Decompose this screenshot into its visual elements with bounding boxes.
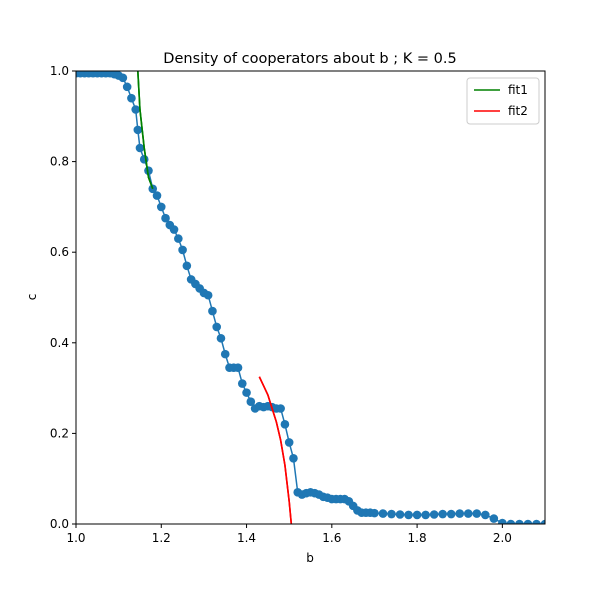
data-point	[152, 191, 162, 200]
data-point	[233, 363, 243, 373]
data-point	[203, 290, 213, 300]
y-tick-label: 0.4	[50, 336, 69, 350]
data-point	[404, 510, 413, 520]
data-point	[532, 519, 541, 524]
fit-curve-fit1	[137, 71, 154, 190]
data-point	[237, 379, 247, 388]
legend-box	[466, 77, 540, 125]
data-point	[169, 225, 179, 234]
data-point	[122, 82, 132, 92]
x-tick-label: 1.2	[152, 531, 171, 545]
data-point	[144, 166, 153, 175]
x-axis-label: b	[306, 551, 314, 565]
data-point	[429, 510, 439, 519]
data-point	[370, 508, 379, 518]
data-point	[280, 420, 290, 429]
data-point	[446, 509, 456, 519]
chart-title: Density of cooperators about b ; K = 0.5	[163, 51, 456, 67]
data-point	[284, 438, 294, 447]
data-point	[131, 105, 140, 114]
legend-label-fit1: fit1	[508, 83, 528, 97]
data-point	[133, 125, 143, 135]
data-point	[216, 333, 226, 343]
y-axis: 0.0 0.2 0.4 0.6 0.8 1.0	[50, 64, 76, 531]
data-point	[498, 518, 507, 524]
y-tick-label: 0.0	[50, 517, 69, 531]
data-point	[540, 519, 545, 524]
data-point	[156, 202, 166, 212]
y-tick-label: 0.6	[50, 245, 69, 259]
data-point	[208, 306, 217, 316]
y-tick-label: 0.8	[50, 155, 69, 169]
data-point	[523, 519, 533, 524]
data-point	[412, 510, 422, 520]
data-point	[220, 349, 230, 359]
y-tick-label: 1.0	[50, 64, 69, 78]
data-point	[289, 454, 298, 463]
x-tick-label: 2.0	[493, 531, 512, 545]
data-point	[276, 404, 285, 413]
data-point	[212, 322, 221, 332]
data-point	[135, 143, 145, 153]
data-point	[395, 510, 405, 519]
data-point	[161, 213, 170, 223]
data-point	[118, 73, 128, 83]
x-tick-label: 1.6	[322, 531, 341, 545]
data-point	[515, 519, 524, 524]
data-point	[127, 93, 136, 103]
series-line-data	[76, 72, 545, 524]
y-axis-label: c	[25, 294, 39, 301]
plot-frame	[75, 70, 546, 525]
series-line-fit2	[258, 376, 293, 524]
legend-label-fit2: fit2	[508, 104, 528, 118]
x-tick-label: 1.0	[66, 531, 85, 545]
data-point	[438, 509, 447, 519]
plot-area	[76, 71, 545, 524]
data-point	[472, 509, 482, 518]
data-point	[387, 509, 396, 519]
data-point	[463, 509, 473, 518]
data-point	[246, 397, 256, 406]
data-point	[242, 388, 251, 397]
data-point	[455, 509, 465, 518]
data-point	[174, 234, 183, 243]
x-tick-label: 1.8	[408, 531, 427, 545]
x-tick-label: 1.4	[237, 531, 256, 545]
legend: fit1 fit2	[466, 77, 540, 125]
data-point	[139, 155, 149, 164]
x-axis: 1.0 1.2 1.4 1.6 1.8 2.0	[66, 524, 512, 545]
data-point	[378, 509, 388, 518]
data-point	[506, 519, 516, 524]
data-point	[178, 245, 187, 255]
data-point	[421, 510, 430, 520]
data-point	[182, 261, 192, 271]
y-tick-label: 0.2	[50, 426, 69, 440]
data-point	[481, 510, 490, 520]
fit-curve-fit2	[258, 376, 293, 524]
data-point	[489, 514, 499, 523]
